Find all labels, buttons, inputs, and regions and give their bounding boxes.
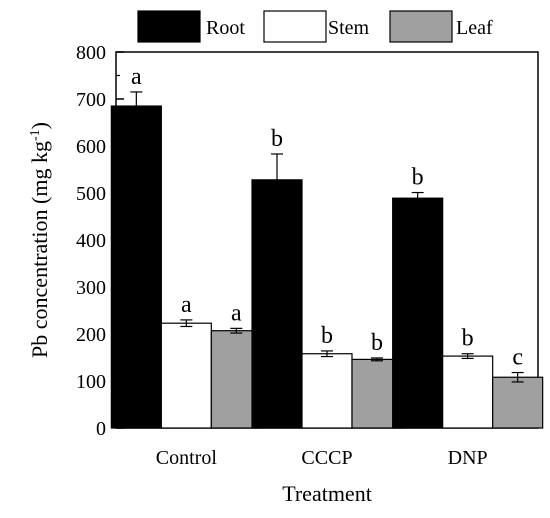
significance-letter: a <box>231 300 242 326</box>
y-tick-label: 600 <box>76 136 106 158</box>
x-tick-label: Control <box>156 447 218 469</box>
significance-letter: b <box>412 165 424 191</box>
significance-letter: b <box>271 126 283 152</box>
legend-swatch-root <box>137 10 201 43</box>
legend-label-stem: Stem <box>328 17 370 39</box>
significance-letter: b <box>462 326 474 352</box>
y-axis-title-superscript: -1 <box>28 129 43 141</box>
bar-leaf-dnp <box>492 376 544 429</box>
significance-letter: a <box>181 292 192 318</box>
legend-swatch-stem <box>263 10 327 43</box>
legend-swatch-leaf <box>389 10 453 43</box>
significance-letter: c <box>512 345 523 371</box>
bar-root-cccp <box>251 179 303 429</box>
y-tick-label: 700 <box>76 89 106 111</box>
legend-label-root: Root <box>206 17 245 39</box>
legend: Root Stem Leaf <box>137 10 493 43</box>
y-tick-label: 800 <box>76 42 106 64</box>
bar-stem-control <box>160 322 212 429</box>
y-tick-label: 300 <box>76 277 106 299</box>
y-axis-title: Pb concentration (mg kg-1) <box>27 122 52 358</box>
y-tick-label: 400 <box>76 230 106 252</box>
plot-area: 0 100 200 300 400 500 600 700 800 Control CCCP DNP… <box>76 42 544 469</box>
bar-stem-cccp <box>301 353 353 429</box>
y-axis-title-end: ) <box>27 122 52 129</box>
y-tick-label: 200 <box>76 324 106 346</box>
x-axis: Control CCCP DNP <box>156 422 488 469</box>
y-axis-title-main: Pb concentration (mg kg <box>27 141 52 358</box>
bar-stem-dnp <box>442 355 494 429</box>
bars: a a a b b b b b c <box>110 64 544 429</box>
significance-letter: b <box>371 330 383 356</box>
x-axis-title: Treatment <box>282 481 372 506</box>
legend-label-leaf: Leaf <box>456 17 493 39</box>
significance-letter: b <box>321 323 333 349</box>
significance-letter: a <box>131 64 142 90</box>
bar-root-control <box>110 105 162 429</box>
y-tick-label: 500 <box>76 183 106 205</box>
y-tick-label: 0 <box>96 418 106 440</box>
y-tick-label: 100 <box>76 371 106 393</box>
bar-root-dnp <box>392 197 444 429</box>
x-tick-label: CCCP <box>301 447 352 469</box>
x-tick-label: DNP <box>448 447 488 469</box>
